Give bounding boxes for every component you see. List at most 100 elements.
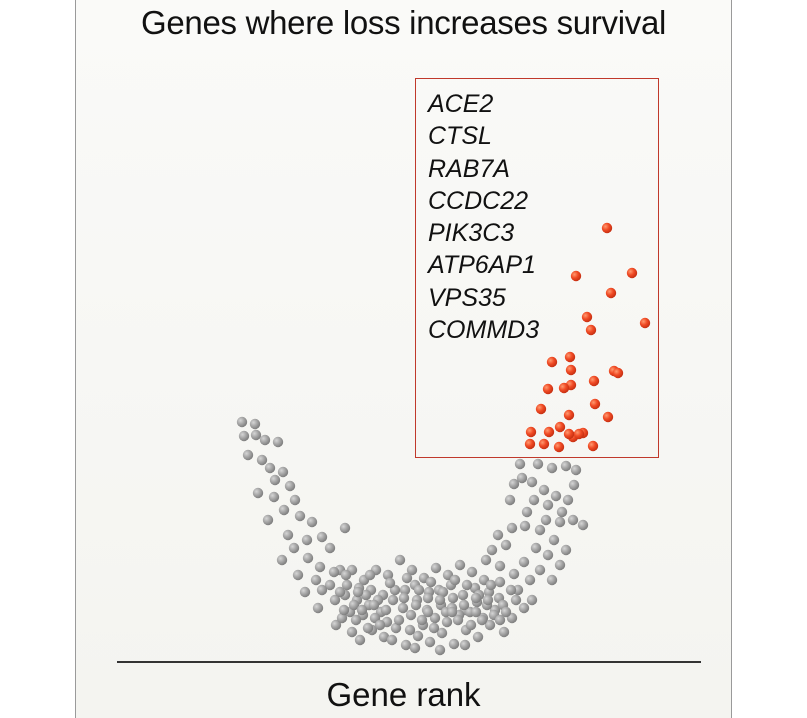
gene-point [312,602,324,614]
gene-point [447,592,459,604]
gene-point [506,522,518,534]
gene-point [259,434,271,446]
gene-point [238,430,250,442]
hit-gene-label: COMMD3 [428,316,540,345]
hit-point [538,438,550,450]
gene-point [514,458,526,470]
gene-point [409,642,421,654]
hit-point [563,428,575,440]
hit-point [639,317,651,329]
hit-gene-label: CCDC22 [428,186,529,215]
gene-point [461,579,473,591]
hit-point [558,382,570,394]
gene-point [437,586,449,598]
hit-point [605,287,617,299]
gene-point [306,516,318,528]
gene-point [284,480,296,492]
gene-point [556,506,568,518]
gene-point [256,454,268,466]
gene-point [436,627,448,639]
gene-point [441,616,453,628]
gene-point [494,614,506,626]
gene-point [524,574,536,586]
gene-point [458,599,470,611]
hit-point [543,426,555,438]
hit-gene-label: PIK3C3 [428,219,515,248]
gene-point [278,504,290,516]
gene-point [508,478,520,490]
gene-point [316,531,328,543]
gene-point [301,534,313,546]
gene-point [386,634,398,646]
gene-point [434,644,446,656]
gene-point [465,619,477,631]
gene-point [382,569,394,581]
gene-point [494,576,506,588]
gene-point [399,584,411,596]
gene-point [554,516,566,528]
gene-point [413,584,425,596]
gene-point [550,490,562,502]
gene-point [505,584,517,596]
gene-point [242,449,254,461]
hit-point [581,311,593,323]
gene-point [485,579,497,591]
gene-point [404,624,416,636]
hit-point [573,428,585,440]
hit-point [612,367,624,379]
gene-point [454,559,466,571]
hit-point [563,409,575,421]
top-hits-box [415,78,659,458]
hit-gene-label: ACE2 [428,90,494,118]
hit-point [564,351,576,363]
gene-point [577,519,589,531]
gene-point [276,554,288,566]
gene-point [356,604,368,616]
gene-point [329,594,341,606]
hit-point [570,270,582,282]
gene-point [387,594,399,606]
gene-point [422,592,434,604]
gene-point [364,569,376,581]
gene-point [476,614,488,626]
gene-point [510,594,522,606]
gene-point [430,562,442,574]
gene-point [482,594,494,606]
gene-point [314,561,326,573]
gene-point [302,552,314,564]
gene-point [534,564,546,576]
hit-point [587,440,599,452]
gene-point [546,574,558,586]
x-axis-line [117,661,701,663]
hit-point [524,438,536,450]
gene-point [268,491,280,503]
gene-point [252,487,264,499]
gene-point [516,472,528,484]
gene-point [518,556,530,568]
hit-point [601,222,613,234]
hit-point [546,356,558,368]
gene-point [264,462,276,474]
hit-point [553,441,565,453]
gene-point [354,634,366,646]
gene-point [526,476,538,488]
gene-point [390,622,402,634]
gene-point [299,586,311,598]
hit-point [525,426,537,438]
gene-point [540,514,552,526]
gene-point [449,574,461,586]
gene-point [288,542,300,554]
gene-point [546,462,558,474]
gene-point [567,514,579,526]
gene-point [570,464,582,476]
gene-point [269,474,281,486]
gene-point [526,594,538,606]
gene-point [250,429,262,441]
gene-point [368,599,380,611]
gene-point [340,569,352,581]
gene-point [398,592,410,604]
gene-point [470,606,482,618]
points-layer [236,222,651,656]
hit-point [542,383,554,395]
gene-point [416,614,428,626]
